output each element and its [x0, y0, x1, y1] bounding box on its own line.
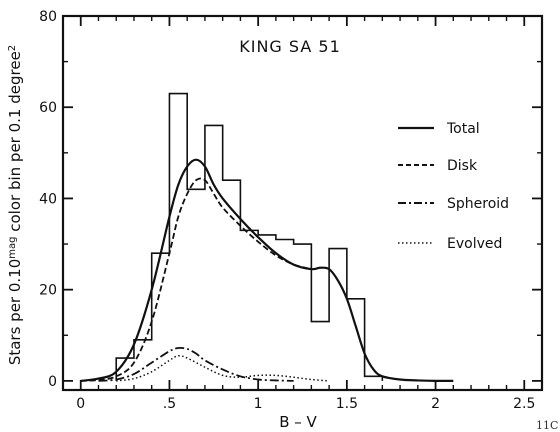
histogram-bar — [205, 125, 223, 380]
histogram-bar — [187, 189, 205, 381]
histogram-bar — [311, 322, 329, 381]
histogram-outline — [115, 92, 384, 381]
legend-label-disk: Disk — [447, 158, 478, 174]
chart-title: KING SA 51 — [239, 37, 341, 56]
series-evolved — [116, 354, 330, 382]
x-tick-label: 2 — [431, 396, 440, 412]
series-layer — [80, 158, 454, 383]
series-spheroid — [98, 346, 294, 382]
x-tick-label: 1.5 — [336, 396, 358, 412]
histogram-bar — [169, 94, 187, 381]
histogram-bar — [258, 235, 276, 381]
x-tick-label: .5 — [163, 396, 176, 412]
histogram — [115, 92, 384, 381]
legend-label-evolved: Evolved — [447, 236, 502, 252]
series-disk — [80, 177, 312, 382]
x-tick-label: 2.5 — [513, 396, 535, 412]
y-tick-label: 60 — [39, 100, 57, 116]
y-tick-label: 40 — [39, 191, 57, 207]
y-axis-title: Stars per 0.10mag color bin per 0.1 degr… — [6, 45, 24, 365]
corner-label: 11C — [536, 419, 558, 432]
y-tick-label: 0 — [48, 374, 57, 390]
histogram-bar — [152, 253, 170, 381]
legend-label-spheroid: Spheroid — [447, 196, 509, 212]
x-axis-title: B – V — [279, 413, 317, 431]
series-total — [80, 158, 454, 383]
y-tick-label: 20 — [39, 283, 57, 299]
x-axis: 0 .5 1 1.5 2 2.5 — [76, 16, 535, 412]
x-tick-label: 0 — [76, 396, 85, 412]
legend: Total Disk Spheroid Evolved — [398, 121, 509, 252]
histogram-bar — [347, 299, 365, 381]
y-axis: 0 20 40 60 80 — [39, 9, 542, 390]
x-tick-label: 1 — [254, 396, 263, 412]
plot-frame — [61, 14, 544, 392]
histogram-bar — [329, 249, 347, 381]
y-tick-label: 80 — [39, 9, 57, 25]
legend-label-total: Total — [446, 121, 480, 137]
histogram-bar — [240, 230, 258, 381]
